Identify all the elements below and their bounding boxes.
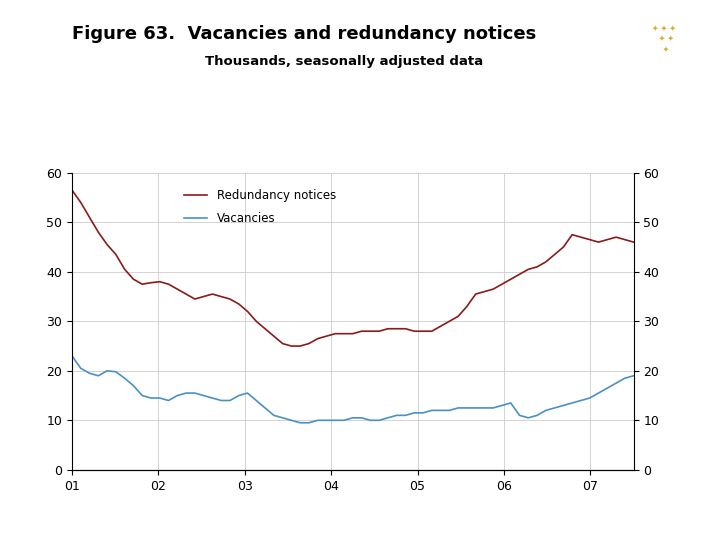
Text: SVERIGES
RIKSBANK: SVERIGES RIKSBANK — [645, 60, 683, 72]
Text: Figure 63.  Vacancies and redundancy notices: Figure 63. Vacancies and redundancy noti… — [72, 25, 536, 43]
Text: Source: Statistics Sweden: Source: Statistics Sweden — [526, 519, 709, 532]
Legend: Redundancy notices, Vacancies: Redundancy notices, Vacancies — [179, 185, 341, 230]
Text: Thousands, seasonally adjusted data: Thousands, seasonally adjusted data — [205, 55, 483, 68]
Text: ✦ ✦ ✦
  ✦ ✦
  ✦: ✦ ✦ ✦ ✦ ✦ ✦ — [652, 23, 676, 53]
